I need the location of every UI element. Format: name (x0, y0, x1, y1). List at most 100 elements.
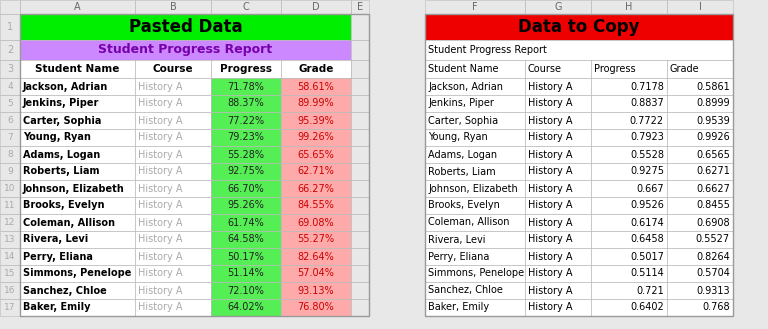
Bar (425, 95, 525, 112)
Text: Brooks, Evelyn: Brooks, Evelyn (428, 200, 500, 211)
Bar (425, 299, 525, 316)
Bar (0, 214, 20, 231)
Bar (281, 197, 351, 214)
Bar (425, 248, 525, 265)
Text: 71.78%: 71.78% (227, 82, 264, 91)
Text: 9: 9 (7, 167, 13, 176)
Text: 0.9526: 0.9526 (630, 200, 664, 211)
Text: 82.64%: 82.64% (298, 251, 334, 262)
Bar (20, 129, 135, 146)
Bar (591, 180, 667, 197)
Bar (281, 60, 351, 78)
Bar (20, 282, 135, 299)
Bar (135, 129, 211, 146)
Bar (525, 214, 591, 231)
Bar (667, 60, 733, 78)
Text: 64.58%: 64.58% (227, 235, 264, 244)
Bar (135, 214, 211, 231)
Text: 4: 4 (7, 82, 13, 91)
Text: 0.5861: 0.5861 (697, 82, 730, 91)
Text: History A: History A (138, 286, 183, 295)
Text: 55.27%: 55.27% (297, 235, 335, 244)
Bar (525, 129, 591, 146)
Bar (20, 180, 135, 197)
Bar (425, 60, 525, 78)
Text: 0.6627: 0.6627 (696, 184, 730, 193)
Bar (425, 163, 525, 180)
Text: 0.9313: 0.9313 (697, 286, 730, 295)
Bar (281, 265, 351, 282)
Bar (351, 197, 369, 214)
Bar (667, 163, 733, 180)
Text: 0.8999: 0.8999 (697, 98, 730, 109)
Text: Jackson, Adrian: Jackson, Adrian (23, 82, 108, 91)
Bar (425, 112, 525, 129)
Bar (425, 14, 733, 316)
Text: 66.70%: 66.70% (227, 184, 264, 193)
Text: History A: History A (528, 133, 572, 142)
Bar (591, 112, 667, 129)
Bar (20, 40, 351, 60)
Bar (351, 231, 369, 248)
Bar (351, 60, 369, 78)
Bar (351, 0, 369, 14)
Bar (0, 129, 20, 146)
Text: Adams, Logan: Adams, Logan (428, 149, 497, 160)
Bar (591, 112, 667, 129)
Bar (525, 248, 591, 265)
Bar (425, 40, 733, 60)
Bar (525, 78, 591, 95)
Bar (0, 112, 20, 129)
Bar (135, 299, 211, 316)
Bar (351, 40, 369, 60)
Bar (425, 78, 525, 95)
Bar (0, 14, 20, 40)
Bar (425, 214, 525, 231)
Bar (20, 248, 135, 265)
Bar (425, 14, 733, 40)
Bar (425, 197, 525, 214)
Bar (135, 60, 211, 78)
Text: Brooks, Evelyn: Brooks, Evelyn (23, 200, 104, 211)
Bar (525, 197, 591, 214)
Bar (525, 112, 591, 129)
Text: A: A (74, 2, 81, 12)
Bar (425, 299, 525, 316)
Bar (20, 78, 135, 95)
Bar (667, 248, 733, 265)
Text: 95.39%: 95.39% (298, 115, 334, 125)
Bar (525, 129, 591, 146)
Bar (0, 299, 20, 316)
Bar (211, 129, 281, 146)
Text: 13: 13 (5, 235, 16, 244)
Bar (135, 0, 211, 14)
Bar (281, 112, 351, 129)
Text: History A: History A (138, 217, 183, 227)
Bar (0, 95, 20, 112)
Bar (135, 265, 211, 282)
Bar (525, 78, 591, 95)
Text: 55.28%: 55.28% (227, 149, 264, 160)
Bar (0, 95, 20, 112)
Text: History A: History A (138, 268, 183, 279)
Bar (0, 248, 20, 265)
Bar (20, 14, 369, 316)
Text: 61.74%: 61.74% (227, 217, 264, 227)
Bar (667, 112, 733, 129)
Bar (211, 78, 281, 95)
Bar (351, 146, 369, 163)
Text: History A: History A (138, 251, 183, 262)
Bar (20, 180, 135, 197)
Text: 72.10%: 72.10% (227, 286, 264, 295)
Bar (0, 282, 20, 299)
Text: 0.5114: 0.5114 (631, 268, 664, 279)
Text: 0.5527: 0.5527 (696, 235, 730, 244)
Text: Roberts, Liam: Roberts, Liam (23, 166, 100, 176)
Text: 93.13%: 93.13% (298, 286, 334, 295)
Text: Rivera, Levi: Rivera, Levi (428, 235, 485, 244)
Bar (281, 78, 351, 95)
Text: History A: History A (528, 98, 572, 109)
Bar (0, 231, 20, 248)
Text: 0.6908: 0.6908 (697, 217, 730, 227)
Bar (20, 0, 135, 14)
